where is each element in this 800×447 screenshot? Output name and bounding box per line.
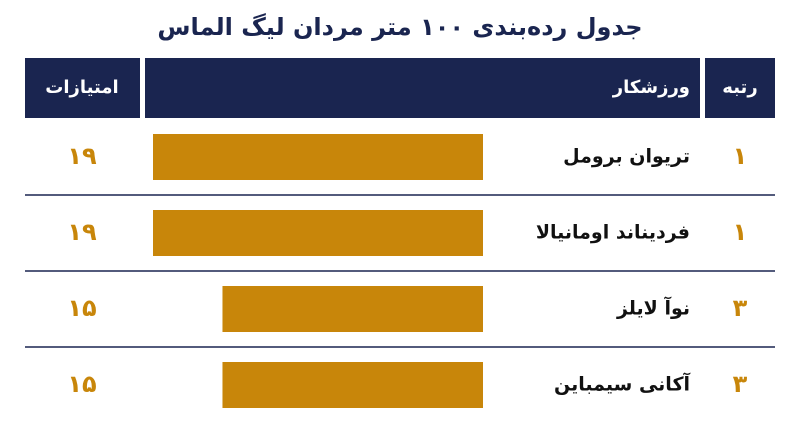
- rank: ۳: [733, 370, 748, 398]
- value-label: ۱۹: [67, 218, 97, 246]
- rank: ۳: [733, 294, 748, 322]
- athlete-name: آکانی سیمباین: [554, 372, 690, 396]
- value-label: ۱۵: [67, 370, 96, 398]
- header-cell: [25, 58, 140, 118]
- header-label: امتیازات: [45, 77, 118, 98]
- bar: [153, 134, 483, 180]
- value-label: ۱۹: [67, 142, 97, 170]
- header-label: رتبه: [722, 77, 757, 98]
- bar: [222, 362, 483, 408]
- athlete-name: نوآ لایلز: [616, 296, 690, 320]
- athlete-name: تریوان برومل: [563, 146, 690, 168]
- value-label: ۱۵: [67, 294, 96, 322]
- bar: [153, 210, 483, 256]
- rank: ۱: [733, 142, 748, 170]
- athlete-name: فردیناند اومانیالا: [536, 222, 690, 244]
- header-cell: [145, 58, 700, 118]
- header-label: ورزشکار: [612, 77, 690, 98]
- bar: [222, 286, 483, 332]
- header-cell: [705, 58, 775, 118]
- rank: ۱: [733, 218, 748, 246]
- chart-title: جدول رده‌بندی ۱۰۰ متر مردان لیگ الماس: [157, 13, 642, 41]
